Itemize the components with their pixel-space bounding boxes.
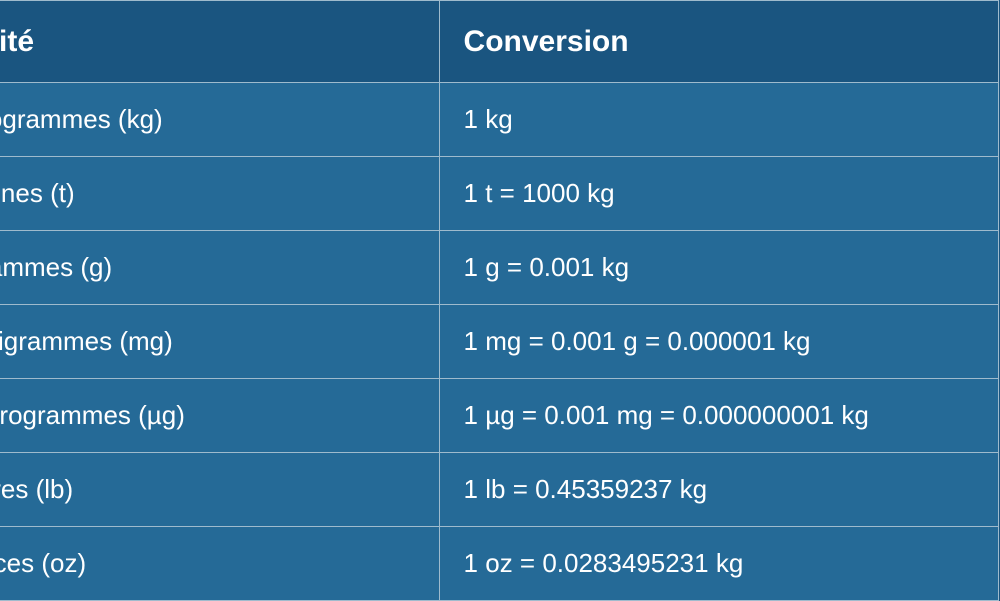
table-row: Livres (lb) 1 lb = 0.45359237 kg xyxy=(0,453,999,527)
table-row: Onces (oz) 1 oz = 0.0283495231 kg xyxy=(0,527,999,601)
table-header-row: Unité Conversion xyxy=(0,1,999,83)
table-row: Milligrammes (mg) 1 mg = 0.001 g = 0.000… xyxy=(0,305,999,379)
cell-unit: Grammes (g) xyxy=(0,231,439,305)
table-header: Unité Conversion xyxy=(0,1,999,83)
conversion-table-container: Unité Conversion Kilogrammes (kg) 1 kg T… xyxy=(0,0,1000,600)
cell-conversion: 1 oz = 0.0283495231 kg xyxy=(439,527,998,601)
cell-unit: Milligrammes (mg) xyxy=(0,305,439,379)
column-header-conversion: Conversion xyxy=(439,1,998,83)
column-header-unit: Unité xyxy=(0,1,439,83)
cell-conversion: 1 µg = 0.001 mg = 0.000000001 kg xyxy=(439,379,998,453)
cell-conversion: 1 kg xyxy=(439,83,998,157)
cell-conversion: 1 lb = 0.45359237 kg xyxy=(439,453,998,527)
conversion-table: Unité Conversion Kilogrammes (kg) 1 kg T… xyxy=(0,0,999,601)
table-row: Tonnes (t) 1 t = 1000 kg xyxy=(0,157,999,231)
table-row: Grammes (g) 1 g = 0.001 kg xyxy=(0,231,999,305)
table-body: Kilogrammes (kg) 1 kg Tonnes (t) 1 t = 1… xyxy=(0,83,999,601)
cell-conversion: 1 mg = 0.001 g = 0.000001 kg xyxy=(439,305,998,379)
cell-conversion: 1 t = 1000 kg xyxy=(439,157,998,231)
cell-unit: Microgrammes (µg) xyxy=(0,379,439,453)
cell-unit: Onces (oz) xyxy=(0,527,439,601)
cell-unit: Livres (lb) xyxy=(0,453,439,527)
cell-unit: Tonnes (t) xyxy=(0,157,439,231)
cell-unit: Kilogrammes (kg) xyxy=(0,83,439,157)
table-row: Microgrammes (µg) 1 µg = 0.001 mg = 0.00… xyxy=(0,379,999,453)
table-row: Kilogrammes (kg) 1 kg xyxy=(0,83,999,157)
cell-conversion: 1 g = 0.001 kg xyxy=(439,231,998,305)
